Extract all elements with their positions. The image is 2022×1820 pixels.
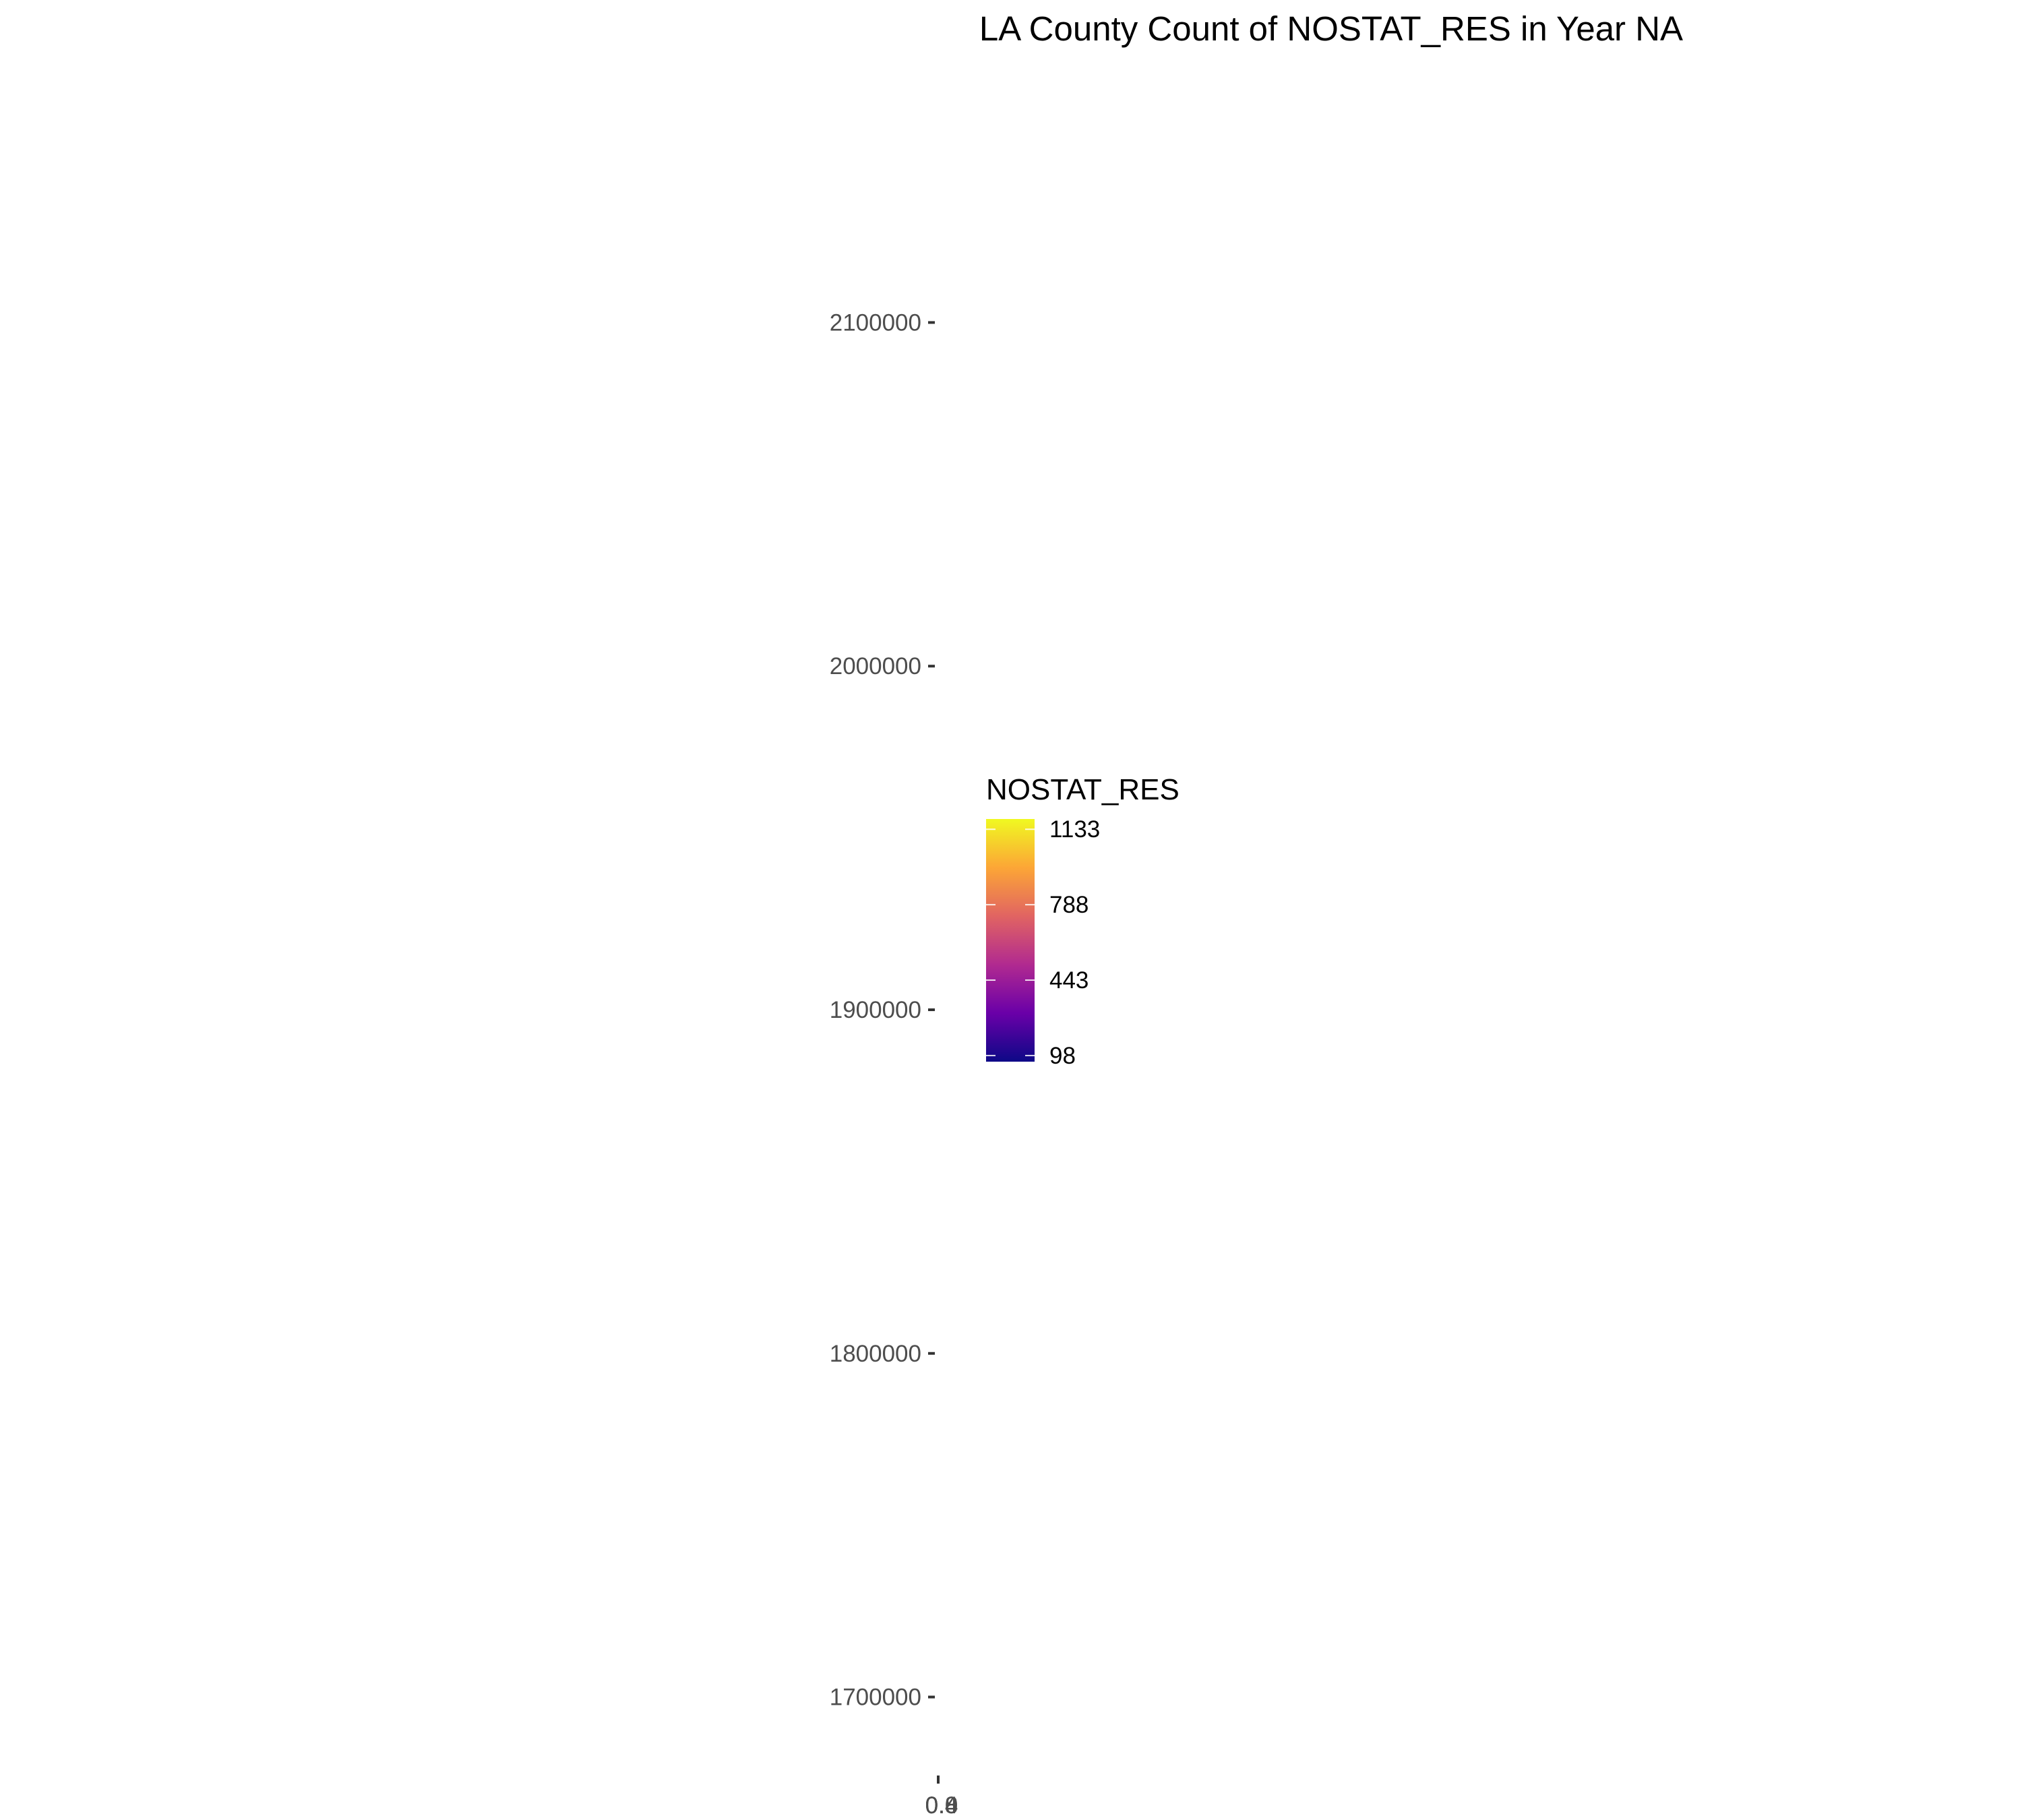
y-tick-label: 1800000 (830, 1341, 921, 1367)
x-tick-label: 0.0 (925, 1792, 958, 1819)
x-tick-label: 0.4 (925, 1792, 958, 1819)
chart-title: LA County Count of NOSTAT_RES in Year NA (979, 9, 1683, 48)
color-legend: NOSTAT_RES 1133 788 443 98 (986, 773, 1180, 1069)
legend-title: NOSTAT_RES (986, 773, 1180, 806)
y-axis: 2100000 2000000 1900000 1800000 1700000 (830, 309, 935, 1711)
y-tick-label: 1900000 (830, 997, 921, 1023)
y-tick-label: 1700000 (830, 1685, 921, 1711)
x-axis: 0.00.40.8 (925, 1776, 958, 1819)
legend-break-label: 1133 (1049, 816, 1100, 843)
legend-break-label: 98 (1049, 1043, 1076, 1069)
y-tick-label: 2000000 (830, 653, 921, 679)
x-tick-label: 0.8 (925, 1792, 958, 1819)
y-tick-label: 2100000 (830, 309, 921, 336)
legend-break-label: 443 (1049, 967, 1089, 994)
legend-breaks: 1133 788 443 98 (986, 816, 1100, 1069)
legend-break-label: 788 (1049, 892, 1089, 918)
legend-colorbar (986, 819, 1035, 1062)
